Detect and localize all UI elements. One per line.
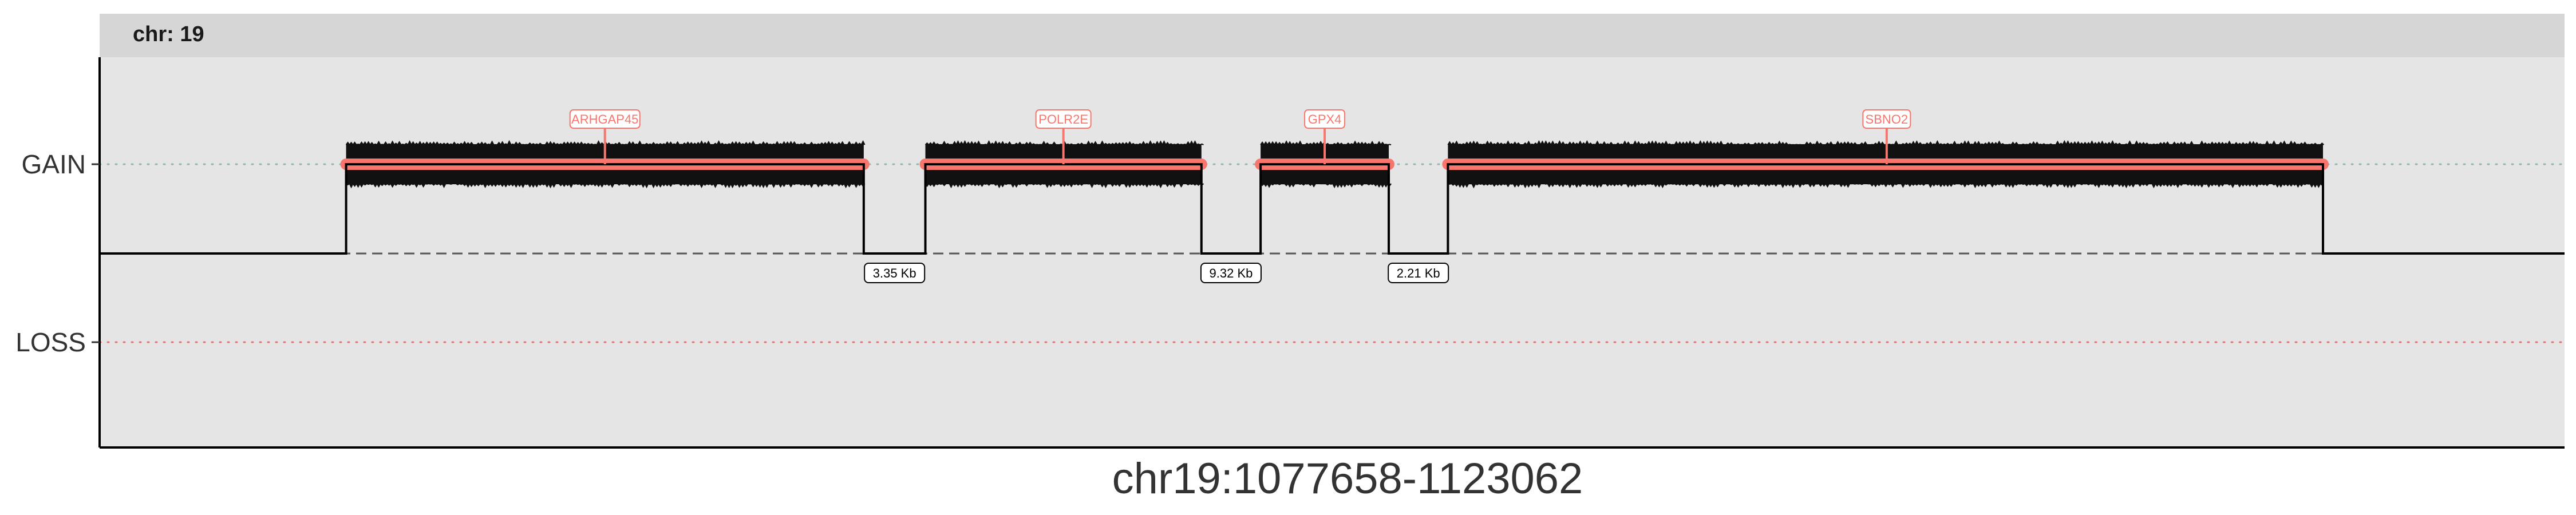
gap-label-text: 2.21 Kb [1397, 266, 1440, 280]
x-axis-label: chr19:1077658-1123062 [1112, 454, 1583, 503]
gene-label: GPX4 [1304, 109, 1346, 164]
segment-points-edge [924, 140, 1204, 189]
gene-label-box [1304, 109, 1346, 129]
step-outline [100, 163, 2565, 255]
gene-label-box [1862, 109, 1911, 129]
gene-label: SBNO2 [1862, 109, 1911, 164]
gap-label-box [1388, 263, 1449, 283]
y-tick-label-loss: LOSS [15, 327, 86, 357]
facet-strip [100, 14, 2565, 57]
gene-label-text: SBNO2 [1866, 112, 1909, 126]
gap-label: 9.32 Kb [1200, 263, 1262, 283]
gene-label-box [1035, 109, 1092, 129]
gene-label-text: POLR2E [1038, 112, 1088, 126]
gap-label-text: 3.35 Kb [873, 266, 916, 280]
gaps-layer: 3.35 Kb 9.32 Kb 2.21 Kb [864, 263, 1449, 283]
segment-points-edge [1260, 140, 1392, 189]
gene-label: ARHGAP45 [569, 109, 641, 164]
gap-label-box [864, 263, 926, 283]
gap-label: 3.35 Kb [864, 263, 926, 283]
gap-label: 2.21 Kb [1388, 263, 1449, 283]
segment-points-edge [1447, 140, 2325, 189]
gene-label: POLR2E [1035, 109, 1092, 164]
gap-label-text: 9.32 Kb [1210, 266, 1253, 280]
gene-label-box [569, 109, 641, 129]
segment-points-edge [345, 140, 866, 189]
gap-label-box [1200, 263, 1262, 283]
facet-label: chr: 19 [133, 22, 204, 46]
gene-label-text: GPX4 [1308, 112, 1342, 126]
genes-layer: ARHGAP45 POLR2E GPX4 SBNO2 [569, 109, 1911, 164]
gene-label-text: ARHGAP45 [571, 112, 638, 126]
y-tick-label-gain: GAIN [22, 149, 86, 179]
step-layer [100, 163, 2565, 255]
